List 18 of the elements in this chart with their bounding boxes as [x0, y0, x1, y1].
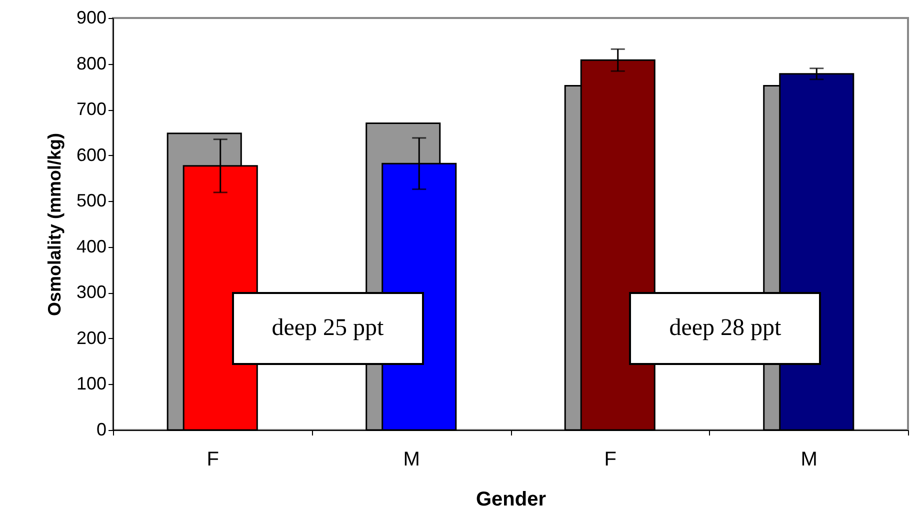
y-tick-label: 900 [76, 8, 106, 28]
y-axis-title: Osmolality (mmol/kg) [44, 132, 64, 316]
y-tick-label: 500 [76, 190, 106, 211]
text-box: deep 25 ppt [232, 292, 424, 365]
y-tick-label: 100 [76, 374, 106, 394]
y-tick-label: 700 [76, 99, 106, 120]
text-box: deep 28 ppt [629, 292, 822, 365]
y-tick-label: 200 [76, 328, 106, 348]
y-tick-label: 0 [96, 420, 106, 440]
y-tick-label: 600 [76, 144, 106, 165]
x-tick-label: F [604, 448, 616, 470]
y-tick-label: 300 [76, 282, 106, 302]
x-axis-title: Gender [476, 488, 546, 510]
y-tick-label: 800 [76, 53, 106, 74]
x-tick-label: M [800, 448, 818, 470]
x-tick-label: M [403, 448, 420, 470]
y-tick-label: 400 [76, 236, 106, 256]
x-tick-label: F [206, 448, 219, 470]
